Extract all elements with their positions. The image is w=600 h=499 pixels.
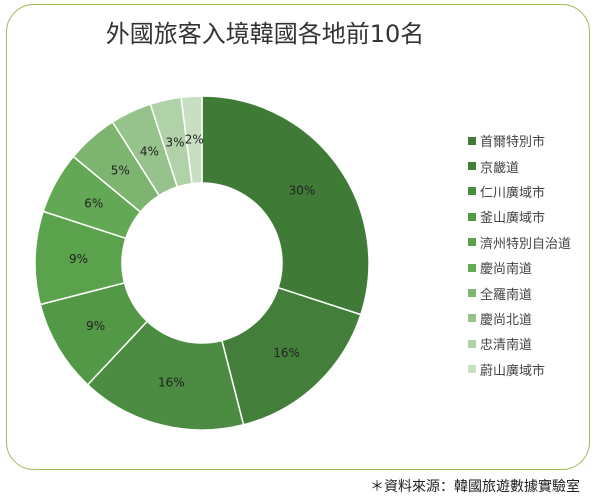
legend-item: 蔚山廣域市: [468, 357, 571, 382]
legend-item: 釜山廣域市: [468, 204, 571, 229]
legend-label: 濟州特別自治道: [480, 236, 572, 252]
legend-item: 仁川廣域市: [468, 179, 571, 204]
legend-label: 京畿道: [480, 160, 520, 176]
legend-swatch: [468, 187, 476, 196]
legend-swatch: [468, 263, 476, 272]
data-label: 9%: [69, 252, 88, 266]
legend-swatch: [468, 339, 476, 348]
data-label: 9%: [86, 319, 105, 333]
slice-10: [180, 95, 203, 185]
slice-1: [201, 95, 370, 316]
legend-swatch: [468, 365, 476, 374]
legend-label: 慶尚南道: [480, 262, 533, 278]
slice-3: [86, 320, 245, 431]
data-label: 16%: [158, 376, 185, 390]
data-label: 30%: [289, 183, 316, 197]
legend-label: 慶尚北道: [480, 312, 533, 328]
legend-item: 忠清南道: [468, 331, 571, 356]
legend-item: 京畿道: [468, 153, 571, 178]
legend-swatch: [468, 314, 476, 323]
legend-item: 慶尚北道: [468, 306, 571, 331]
data-label: 16%: [273, 346, 300, 360]
data-label: 6%: [84, 197, 103, 211]
legend-label: 忠清南道: [480, 338, 533, 354]
legend-item: 濟州特別自治道: [468, 230, 571, 255]
legend-item: 慶尚南道: [468, 255, 571, 280]
slice-2: [220, 286, 362, 426]
data-label: 5%: [111, 163, 130, 177]
data-label: 3%: [166, 135, 185, 149]
legend-item: 全羅南道: [468, 280, 571, 305]
data-label: 4%: [140, 144, 159, 158]
legend-swatch: [468, 162, 476, 171]
legend-swatch: [468, 238, 476, 247]
chart-title: 外國旅客入境韓國各地前10名: [105, 20, 425, 48]
legend-label: 蔚山廣域市: [480, 363, 546, 379]
legend-swatch: [468, 212, 476, 221]
source-note: ＊資料來源：韓國旅遊數據實驗室: [370, 479, 580, 495]
legend-label: 仁川廣域市: [480, 185, 546, 201]
legend-label: 全羅南道: [480, 287, 533, 303]
data-label: 2%: [185, 133, 204, 147]
legend-swatch: [468, 289, 476, 298]
legend-item: 首爾特別市: [468, 128, 571, 153]
legend-label: 釜山廣域市: [480, 211, 546, 227]
legend: 首爾特別市京畿道仁川廣域市釜山廣域市濟州特別自治道 慶尚南道全羅南道慶尚北道忠清南…: [468, 128, 571, 382]
legend-label: 首爾特別市: [480, 135, 546, 151]
chart-frame: [6, 4, 590, 470]
legend-swatch: [468, 136, 476, 145]
